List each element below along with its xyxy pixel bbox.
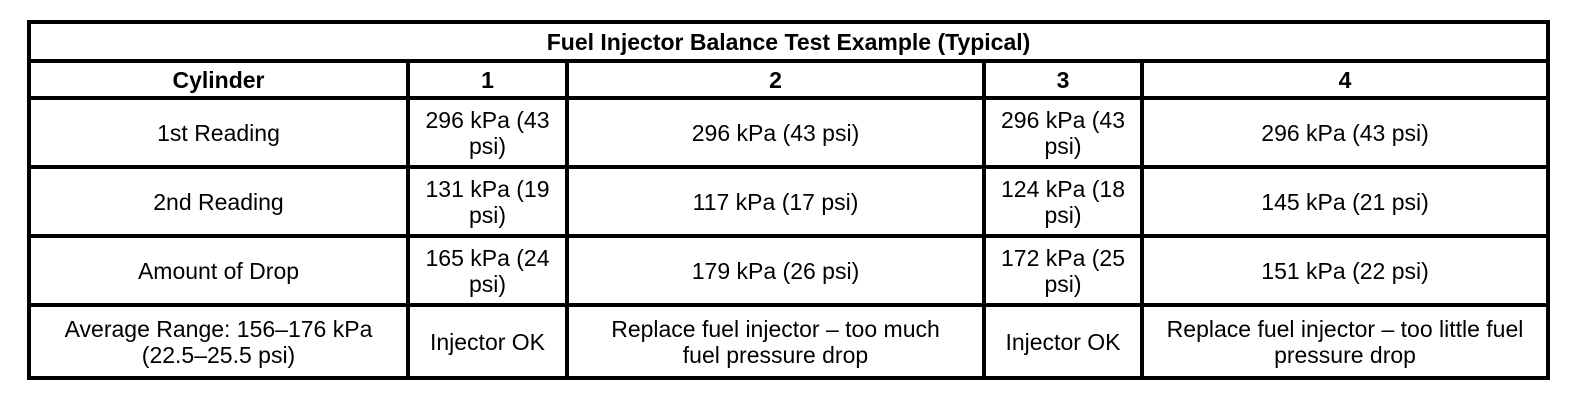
table-title-row: Fuel Injector Balance Test Example (Typi…: [26, 20, 1551, 63]
table-row-1st-reading: 1st Reading 296 kPa (43 psi) 296 kPa (43…: [27, 96, 1551, 169]
row-label-2nd-reading: 2nd Reading: [27, 165, 410, 238]
table-row-2nd-reading: 2nd Reading 131 kPa (19 psi) 117 kPa (17…: [27, 165, 1551, 238]
table-row-amount-of-drop: Amount of Drop 165 kPa (24 psi) 179 kPa …: [27, 234, 1551, 307]
table-row-average-range: Average Range: 156–176 kPa (22.5–25.5 ps…: [27, 303, 1551, 380]
column-header-cyl-1: 1: [406, 59, 569, 100]
cell-2nd-reading-cyl-3: 124 kPa (18 psi): [982, 165, 1144, 238]
cell-1st-reading-cyl-3: 296 kPa (43 psi): [982, 96, 1144, 169]
cell-2nd-reading-cyl-1: 131 kPa (19 psi): [406, 165, 569, 238]
cell-result-cyl-2: Replace fuel injector – too much fuel pr…: [565, 303, 986, 380]
column-header-cylinder: Cylinder: [27, 59, 410, 100]
cell-amount-of-drop-cyl-2: 179 kPa (26 psi): [565, 234, 986, 307]
cell-2nd-reading-cyl-4: 145 kPa (21 psi): [1139, 165, 1551, 238]
cell-result-cyl-1: Injector OK: [406, 303, 569, 380]
cell-amount-of-drop-cyl-1: 165 kPa (24 psi): [406, 234, 569, 307]
row-label-amount-of-drop: Amount of Drop: [27, 234, 410, 307]
table-header-row: Cylinder 1 2 3 4: [27, 59, 1551, 100]
cell-1st-reading-cyl-4: 296 kPa (43 psi): [1139, 96, 1551, 169]
fuel-injector-balance-table: Fuel Injector Balance Test Example (Typi…: [26, 20, 1551, 380]
column-header-cyl-3: 3: [982, 59, 1144, 100]
column-header-cyl-4: 4: [1139, 59, 1551, 100]
row-label-1st-reading: 1st Reading: [27, 96, 410, 169]
cell-amount-of-drop-cyl-4: 151 kPa (22 psi): [1139, 234, 1551, 307]
row-label-average-range: Average Range: 156–176 kPa (22.5–25.5 ps…: [27, 303, 410, 380]
cell-result-cyl-4: Replace fuel injector – too little fuel …: [1139, 303, 1551, 380]
table-title: Fuel Injector Balance Test Example (Typi…: [26, 20, 1551, 63]
cell-1st-reading-cyl-2: 296 kPa (43 psi): [565, 96, 986, 169]
cell-result-cyl-3: Injector OK: [982, 303, 1144, 380]
cell-2nd-reading-cyl-2: 117 kPa (17 psi): [565, 165, 986, 238]
cell-amount-of-drop-cyl-3: 172 kPa (25 psi): [982, 234, 1144, 307]
cell-1st-reading-cyl-1: 296 kPa (43 psi): [406, 96, 569, 169]
column-header-cyl-2: 2: [565, 59, 986, 100]
